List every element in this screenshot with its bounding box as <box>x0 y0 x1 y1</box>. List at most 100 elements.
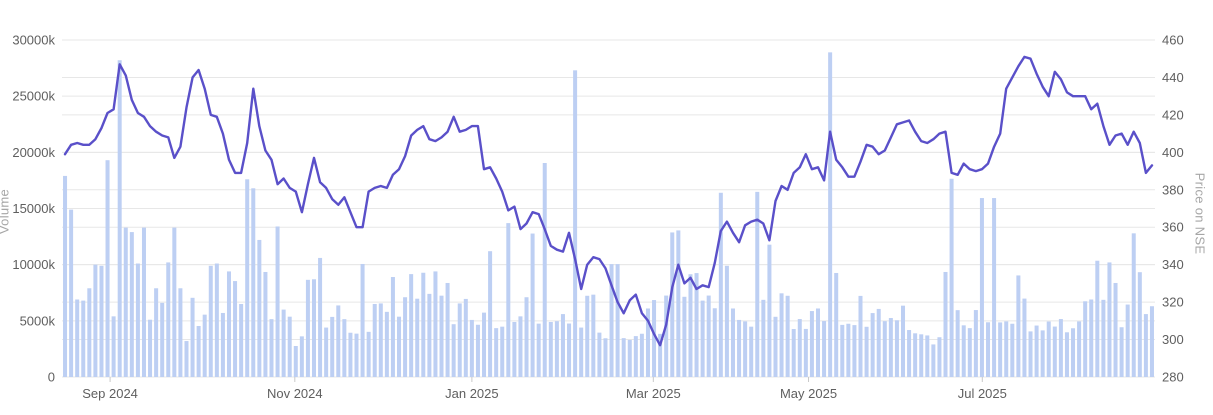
price-tick-label: 440 <box>1162 70 1184 85</box>
volume-tick-label: 30000k <box>12 33 55 48</box>
volume-bar <box>615 264 620 377</box>
volume-bar <box>852 325 857 377</box>
volume-bar <box>403 297 408 377</box>
x-axis-labels: Sep 2024 Nov 2024 Jan 2025 Mar 2025 May 2025… <box>82 377 1007 401</box>
gridlines <box>62 39 1155 378</box>
volume-bar <box>645 308 650 377</box>
volume-bar <box>433 271 438 377</box>
volume-bar <box>1010 323 1015 377</box>
volume-bar <box>427 293 432 377</box>
volume-bar <box>202 314 207 377</box>
volume-bar <box>761 299 766 377</box>
volume-bar <box>378 303 383 377</box>
volume-tick-label: 0 <box>48 370 55 385</box>
volume-bar <box>961 325 966 377</box>
volume-bar <box>870 313 875 377</box>
volume-bar <box>627 339 632 377</box>
volume-bar <box>554 321 559 377</box>
volume-bar <box>354 333 359 377</box>
volume-bar <box>591 294 596 377</box>
volume-bar <box>281 309 286 377</box>
volume-bar <box>700 300 705 377</box>
volume-bar <box>809 311 814 377</box>
volume-bar <box>688 274 693 377</box>
volume-bar <box>1064 332 1069 377</box>
volume-bar <box>633 336 638 377</box>
volume-bar <box>1143 314 1148 377</box>
volume-bar <box>639 333 644 377</box>
volume-bar <box>366 331 371 377</box>
volume-bar <box>1004 321 1009 377</box>
volume-bar <box>749 326 754 377</box>
volume-bar <box>797 319 802 377</box>
price-tick-label: 400 <box>1162 145 1184 160</box>
volume-bar <box>445 282 450 377</box>
volume-bar <box>348 332 353 377</box>
volume-bar <box>451 324 456 377</box>
x-tick-label: Sep 2024 <box>82 386 138 401</box>
volume-bar <box>597 332 602 377</box>
volume-bar <box>973 310 978 377</box>
volume-bar <box>81 300 86 377</box>
volume-bar <box>99 265 104 377</box>
volume-bar <box>967 328 972 377</box>
price-tick-label: 300 <box>1162 332 1184 347</box>
volume-bar <box>931 344 936 377</box>
volume-bar <box>372 303 377 377</box>
volume-bar <box>560 314 565 377</box>
volume-tick-label: 20000k <box>12 145 55 160</box>
volume-tick-label: 15000k <box>12 201 55 216</box>
volume-bar <box>937 337 942 377</box>
price-axis-tick-labels: 280 300 320 340 360 380 400 420 440 460 <box>1162 33 1184 385</box>
volume-bar <box>482 312 487 377</box>
volume-bar <box>822 321 827 377</box>
volume-bar <box>318 257 323 377</box>
volume-bar <box>178 288 183 377</box>
volume-axis-tick-labels: 0 5000k 10000k 15000k 20000k 25000k 30000k <box>12 33 55 385</box>
volume-bar <box>846 323 851 377</box>
volume-bar <box>336 305 341 377</box>
volume-bar <box>548 321 553 377</box>
x-tick-label: Nov 2024 <box>267 386 323 401</box>
volume-bar <box>397 316 402 377</box>
volume-bar <box>117 60 122 377</box>
volume-bar <box>111 316 116 377</box>
volume-bar <box>439 295 444 377</box>
volume-bar <box>105 160 110 377</box>
volume-bar <box>214 263 219 377</box>
volume-bar <box>1113 282 1118 377</box>
volume-bar <box>196 326 201 377</box>
volume-bar <box>834 272 839 377</box>
volume-bar <box>730 308 735 377</box>
volume-bar <box>524 297 529 377</box>
volume-bars <box>63 52 1154 378</box>
volume-bar <box>1119 327 1124 377</box>
volume-bar <box>840 324 845 377</box>
volume-bar <box>148 319 153 377</box>
volume-bar <box>287 316 292 377</box>
x-tick-label: Jul 2025 <box>958 386 1007 401</box>
volume-bar <box>299 336 304 377</box>
volume-bar <box>603 338 608 377</box>
volume-bar <box>141 227 146 377</box>
volume-bar <box>1058 319 1063 377</box>
volume-bar <box>737 319 742 377</box>
volume-bar <box>190 297 195 377</box>
volume-bar <box>1149 306 1154 377</box>
volume-bar <box>536 323 541 377</box>
volume-bar <box>767 244 772 377</box>
volume-bar <box>567 323 572 377</box>
volume-bar <box>415 298 420 377</box>
volume-bar <box>724 265 729 377</box>
volume-bar <box>785 295 790 377</box>
volume-bar <box>263 271 268 377</box>
volume-bar <box>652 300 657 377</box>
volume-tick-label: 5000k <box>20 313 56 328</box>
volume-bar <box>390 277 395 377</box>
volume-bar <box>239 303 244 377</box>
volume-bar <box>992 198 997 377</box>
volume-bar <box>579 327 584 377</box>
volume-bar <box>293 346 298 377</box>
